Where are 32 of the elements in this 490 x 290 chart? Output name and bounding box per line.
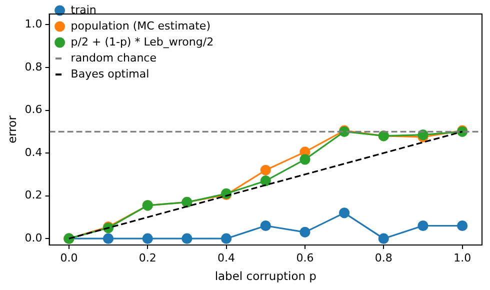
legend-label: Bayes optimal bbox=[70, 67, 150, 80]
point bbox=[260, 164, 271, 176]
point bbox=[260, 176, 271, 186]
legend-label: p/2 + (1-p) * Leb_wrong/2 bbox=[70, 35, 214, 48]
legend-label: population (MC estimate) bbox=[70, 19, 210, 32]
point bbox=[339, 208, 350, 218]
x-tick-label: 1.0 bbox=[454, 251, 472, 264]
y-axis-title: error bbox=[4, 115, 19, 144]
x-axis-title: label corruption p bbox=[214, 269, 316, 284]
legend-label: random chance bbox=[70, 51, 157, 64]
y-tick-label: 1.0 bbox=[24, 18, 42, 31]
y-tick-label: 0.4 bbox=[24, 146, 42, 159]
point bbox=[260, 220, 271, 232]
point bbox=[221, 233, 232, 244]
point bbox=[142, 233, 153, 244]
point bbox=[418, 220, 428, 232]
point bbox=[182, 233, 192, 244]
y-tick-label: 0.6 bbox=[24, 103, 42, 116]
x-tick-label: 0.0 bbox=[60, 251, 78, 264]
x-tick-label: 0.2 bbox=[138, 251, 156, 264]
x-tick-label: 0.6 bbox=[296, 251, 314, 264]
x-tick-label: 0.4 bbox=[218, 251, 236, 264]
point bbox=[300, 226, 310, 238]
y-tick-label: 0.0 bbox=[24, 231, 42, 244]
point bbox=[457, 220, 468, 232]
point bbox=[300, 154, 310, 165]
point bbox=[378, 233, 389, 244]
point bbox=[103, 233, 114, 244]
legend-label: train bbox=[70, 3, 96, 16]
y-tick-label: 0.2 bbox=[24, 188, 42, 202]
y-tick-label: 0.8 bbox=[24, 60, 42, 74]
x-tick-label: 0.8 bbox=[374, 251, 392, 264]
